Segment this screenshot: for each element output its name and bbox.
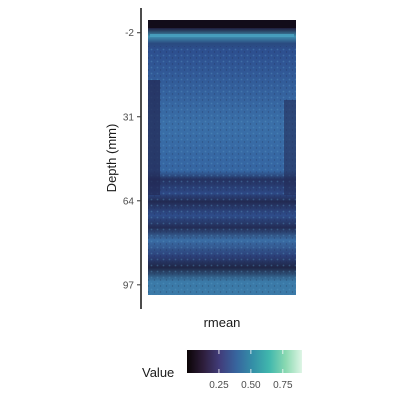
heatmap-right-dark-edge bbox=[284, 100, 296, 195]
legend-title: Value bbox=[142, 365, 174, 380]
legend-colorbar bbox=[187, 350, 302, 373]
y-axis-title: Depth (mm) bbox=[104, 124, 119, 193]
legend-tick-label: 0.75 bbox=[273, 380, 293, 391]
legend-ticks: 0.25 0.50 0.75 bbox=[209, 350, 293, 391]
heatmap-left-dark-edge bbox=[148, 80, 160, 195]
heatmap-panel bbox=[148, 20, 296, 295]
y-tick-label: 97 bbox=[123, 280, 135, 291]
legend-tick-label: 0.25 bbox=[209, 380, 229, 391]
y-axis: -2 31 64 97 Depth (mm) bbox=[104, 8, 142, 309]
legend-tick-label: 0.50 bbox=[241, 380, 261, 391]
y-axis-ticks: -2 31 64 97 bbox=[123, 28, 141, 291]
heatmap-top-dark-band bbox=[148, 20, 296, 28]
x-axis-title: rmean bbox=[204, 315, 241, 330]
y-tick-label: 31 bbox=[123, 112, 135, 123]
y-tick-label: -2 bbox=[125, 28, 134, 39]
heatmap-texture bbox=[148, 46, 296, 295]
heatmap-bright-band bbox=[150, 34, 294, 37]
y-tick-label: 64 bbox=[123, 196, 135, 207]
legend: Value 0.25 0.50 0.75 bbox=[142, 350, 302, 391]
